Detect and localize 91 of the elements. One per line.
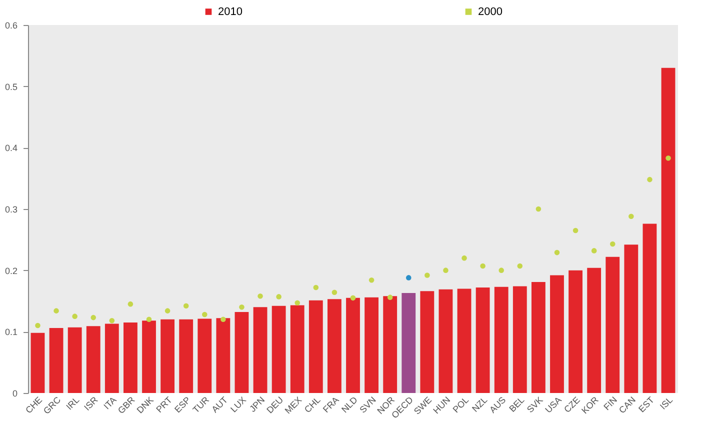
bar — [68, 327, 82, 393]
legend-label: 2000 — [478, 6, 502, 18]
point — [591, 248, 597, 254]
bar — [512, 286, 527, 393]
point — [480, 263, 486, 269]
point — [109, 318, 115, 324]
point — [146, 316, 152, 322]
bar — [216, 318, 230, 393]
bar — [198, 318, 212, 393]
bar — [476, 288, 490, 393]
y-tick-label: 0.5 — [4, 82, 18, 92]
bar — [328, 299, 342, 393]
y-tick-label: 0.4 — [4, 143, 18, 154]
point — [387, 294, 393, 300]
point — [164, 308, 170, 314]
point — [666, 155, 671, 161]
bar — [160, 319, 175, 393]
bar — [364, 297, 378, 393]
point — [517, 263, 523, 269]
x-tick-label: FRA — [321, 394, 341, 415]
bar — [49, 328, 64, 393]
point — [258, 293, 263, 299]
x-tick-label: POL — [450, 394, 471, 415]
bar — [624, 244, 638, 393]
bar — [272, 306, 286, 393]
point — [498, 268, 504, 273]
y-tick-label: 0.3 — [4, 204, 18, 214]
point — [368, 278, 374, 283]
x-tick-label: TUR — [190, 394, 212, 415]
point — [406, 275, 412, 280]
x-tick-label: IRL — [64, 394, 82, 412]
bar — [308, 300, 323, 393]
point — [72, 314, 78, 319]
y-tick-label: 0.2 — [4, 266, 18, 276]
x-tick-label: CHL — [302, 394, 322, 415]
bar — [587, 268, 602, 393]
point — [462, 255, 467, 261]
point — [313, 284, 319, 290]
x-tick-label: NZL — [470, 394, 490, 414]
legend-label: 2010 — [218, 6, 242, 18]
bar — [253, 307, 268, 393]
x-tick-label: ITA — [102, 394, 118, 412]
point — [610, 241, 616, 247]
point — [628, 214, 634, 219]
bar — [568, 270, 582, 393]
bar — [86, 326, 100, 393]
x-tick-label: USA — [543, 394, 564, 415]
point — [202, 312, 208, 318]
x-tick-label: ISL — [658, 394, 675, 412]
point — [90, 314, 96, 320]
bar — [550, 275, 564, 393]
bar — [124, 322, 138, 393]
x-tick-label: ISR — [82, 394, 100, 412]
x-tick-label: BEL — [507, 394, 526, 414]
bar — [290, 305, 304, 393]
point — [183, 303, 189, 309]
bar — [420, 291, 434, 393]
bar — [494, 286, 508, 393]
point — [443, 268, 448, 273]
bar — [179, 319, 194, 393]
bar — [642, 224, 657, 393]
point — [332, 290, 338, 296]
bar — [234, 312, 249, 393]
point — [647, 176, 652, 182]
point — [276, 294, 282, 300]
bar — [531, 282, 546, 393]
point — [536, 206, 542, 212]
bar — [661, 68, 676, 393]
point — [220, 316, 226, 322]
bar — [104, 324, 119, 393]
point — [294, 300, 300, 306]
bar — [457, 288, 472, 393]
bar — [438, 289, 453, 393]
point — [424, 272, 430, 278]
y-tick-label: 0.1 — [4, 327, 18, 338]
x-tick-label: FIN — [602, 394, 619, 412]
bar — [346, 298, 360, 393]
point — [350, 295, 356, 301]
point — [35, 322, 40, 328]
point — [239, 304, 244, 310]
bar — [402, 293, 416, 393]
bar — [30, 332, 45, 393]
y-tick-label: 0.6 — [4, 20, 18, 30]
bar — [142, 320, 156, 393]
point — [54, 308, 59, 314]
point — [554, 250, 560, 256]
point — [128, 301, 134, 307]
bar — [606, 256, 620, 393]
point — [572, 228, 578, 234]
y-tick-label: 0 — [12, 388, 18, 398]
bar — [383, 296, 398, 393]
